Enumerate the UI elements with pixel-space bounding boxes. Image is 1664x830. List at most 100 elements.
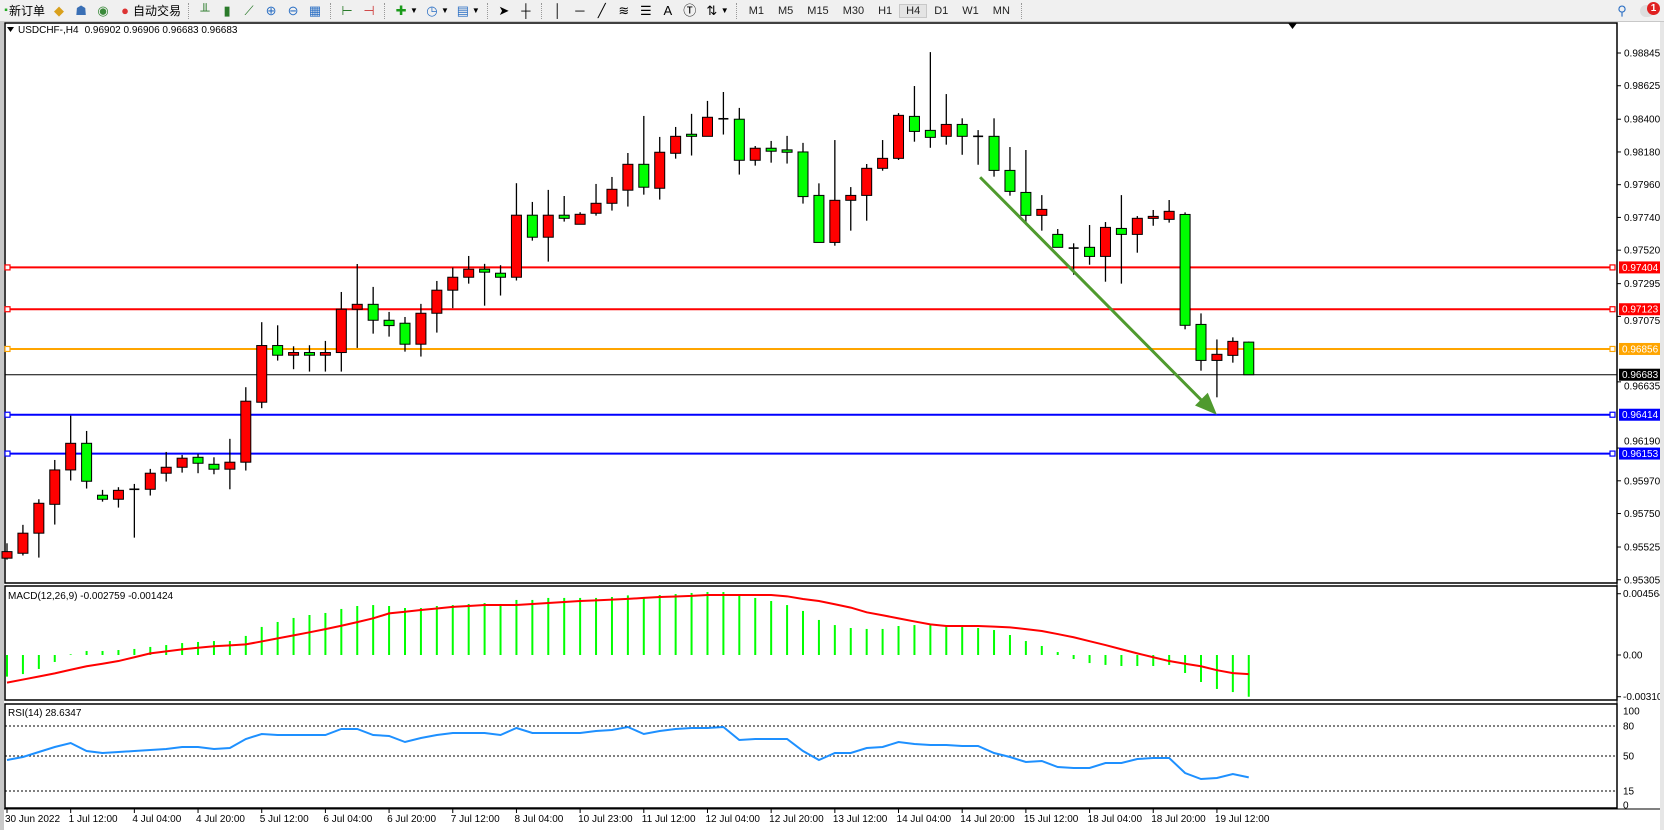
fibonacci-button[interactable]: ≋ xyxy=(613,1,635,21)
candle xyxy=(176,454,188,473)
candle xyxy=(495,265,507,296)
candle-body-up xyxy=(861,167,873,196)
level-price-label: 0.97404 xyxy=(1622,263,1659,274)
timeframe-h1[interactable]: H1 xyxy=(878,4,893,17)
navigator-button[interactable]: ☗ xyxy=(70,1,92,21)
periods-icon: ◷ xyxy=(426,2,438,18)
templates-icon: ▤ xyxy=(456,2,470,18)
candle-body-down xyxy=(1020,191,1032,216)
candle xyxy=(319,340,331,372)
candle xyxy=(686,113,698,156)
candle-body-up xyxy=(654,151,666,189)
price-tick-label: 0.98180 xyxy=(1624,147,1661,158)
cursor-button[interactable]: ➤ xyxy=(493,1,515,21)
notification-count: 1 xyxy=(1647,1,1660,15)
gold-button[interactable]: ◆ xyxy=(48,1,70,21)
line-chart-button[interactable]: ⟋ xyxy=(238,1,260,21)
timeframe-m15[interactable]: M15 xyxy=(807,4,829,17)
arrows-button[interactable]: ⇅ ▼ xyxy=(701,1,732,21)
indicators-button[interactable]: ✚ ▼ xyxy=(390,1,421,21)
horizontal-line-button[interactable]: ─ xyxy=(569,1,591,21)
price-tick-label: 0.95525 xyxy=(1624,543,1661,554)
zoom-in-button[interactable]: ⊕ xyxy=(260,1,282,21)
candle xyxy=(1004,147,1016,196)
candle-body-up xyxy=(1211,353,1223,361)
candle xyxy=(1084,225,1096,265)
search-icon[interactable]: ⚲ xyxy=(1617,2,1627,18)
candle-body-down xyxy=(367,303,379,321)
toolbar-separator xyxy=(735,2,738,19)
current-price-label: 0.96683 xyxy=(1622,370,1659,381)
time-tick-label: 18 Jul 04:00 xyxy=(1088,814,1143,825)
symbol-dropdown-icon[interactable] xyxy=(7,27,14,32)
candle xyxy=(1211,339,1223,398)
text-label-button[interactable]: Ⓣ xyxy=(679,1,701,21)
timeframe-d1[interactable]: D1 xyxy=(934,4,949,17)
horizontal-lines[interactable] xyxy=(4,264,1617,457)
timeframe-m5[interactable]: M5 xyxy=(778,4,794,17)
time-tick-label: 10 Jul 23:00 xyxy=(578,814,633,825)
level-price-label: 0.96153 xyxy=(1622,449,1659,460)
timeframe-w1[interactable]: W1 xyxy=(962,4,979,17)
candle-body-up xyxy=(574,213,586,225)
candle-body-up xyxy=(240,400,252,463)
candle xyxy=(1099,222,1111,282)
time-tick-label: 8 Jul 04:00 xyxy=(514,814,563,825)
trendline-button[interactable]: ╱ xyxy=(591,1,613,21)
candle-body-down xyxy=(733,118,745,161)
templates-button[interactable]: ▤ ▼ xyxy=(452,1,483,21)
text-button[interactable]: A xyxy=(657,1,679,21)
candle xyxy=(654,136,666,200)
candle xyxy=(112,487,124,508)
time-tick-label: 11 Jul 12:00 xyxy=(642,814,696,825)
macd-title: MACD(12,26,9) -0.002759 -0.001424 xyxy=(8,591,174,602)
toolbar-separator xyxy=(384,2,386,19)
vertical-line-button[interactable]: │ xyxy=(547,1,569,21)
candle xyxy=(1131,216,1143,253)
current-price-tag xyxy=(1619,368,1661,381)
new-order-button[interactable]: ▪ 新订单 xyxy=(0,1,48,21)
candle-body-down xyxy=(208,463,220,470)
notification-icon[interactable]: 1 xyxy=(1640,1,1660,20)
zoom-out-button[interactable]: ⊖ xyxy=(282,1,304,21)
arrow-head-icon xyxy=(1195,392,1217,415)
candle xyxy=(208,457,220,475)
candle-body-down xyxy=(781,149,793,153)
candle xyxy=(367,286,379,334)
candle xyxy=(1115,195,1127,284)
timeframe-group: M1 M5 M15 M30 H1 H4 D1 W1 MN xyxy=(742,3,1017,18)
window-edge xyxy=(1660,22,1664,830)
periods-button[interactable]: ◷ ▼ xyxy=(421,1,452,21)
time-tick-label: 14 Jul 04:00 xyxy=(897,814,952,825)
candle-body-up xyxy=(893,114,905,159)
chevron-down-icon: ▼ xyxy=(410,6,418,15)
candle-body-up xyxy=(590,202,602,214)
auto-trading-button[interactable]: ● 自动交易 xyxy=(114,1,184,21)
line-chart-icon: ⟋ xyxy=(244,2,254,18)
timeframe-mn[interactable]: MN xyxy=(992,4,1010,17)
chart-shift-button[interactable]: ⊣ xyxy=(358,1,380,21)
time-tick-label: 4 Jul 04:00 xyxy=(132,814,181,825)
tile-windows-button[interactable]: ▦ xyxy=(304,1,326,21)
bar-chart-button[interactable]: ╨ xyxy=(194,1,216,21)
candle-body-down xyxy=(1195,323,1207,361)
timeframe-m1[interactable]: M1 xyxy=(748,4,764,17)
candle xyxy=(224,438,236,490)
signals-button[interactable]: ◉ xyxy=(92,1,114,21)
crosshair-button[interactable]: ┼ xyxy=(515,1,537,21)
time-tick-label: 12 Jul 04:00 xyxy=(705,814,760,825)
macd-pane xyxy=(6,592,1250,697)
fibo-fan-button[interactable]: ☰ xyxy=(635,1,657,21)
timeframe-h4[interactable]: H4 xyxy=(899,3,928,18)
candle-body-up xyxy=(17,532,29,554)
auto-scroll-button[interactable]: ⊢ xyxy=(336,1,358,21)
candle-body-up xyxy=(65,442,77,471)
candlestick-button[interactable]: ▮ xyxy=(216,1,238,21)
level-price-tag xyxy=(1619,408,1661,421)
candle-body-down xyxy=(1052,233,1064,248)
timeframe-m30[interactable]: M30 xyxy=(842,4,865,17)
price-tick-label: 0.96635 xyxy=(1624,382,1661,393)
candle-body-up xyxy=(319,352,331,356)
candle-body-up xyxy=(749,147,761,161)
